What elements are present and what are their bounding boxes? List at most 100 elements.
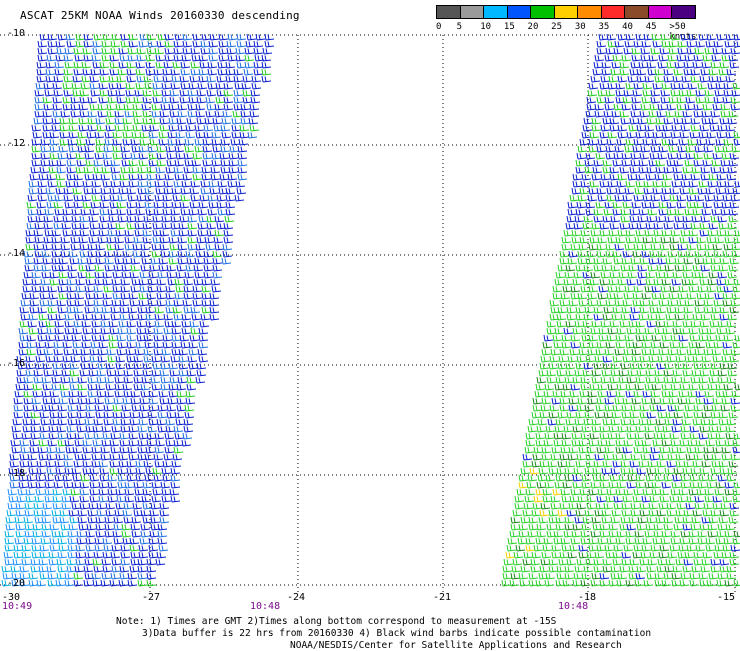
wind-barb [647,558,658,566]
wind-barb [148,271,159,279]
wind-barb [633,40,644,48]
wind-barb [670,82,681,90]
wind-barb [640,551,651,559]
wind-barb [702,509,713,517]
wind-barb [615,537,626,545]
wind-barb [49,131,60,139]
wind-barb [110,572,121,580]
wind-barb [243,68,254,76]
wind-barb [623,348,634,356]
wind-barb [135,201,146,209]
wind-barb [250,96,261,104]
wind-barb [672,271,683,279]
wind-barb [640,103,651,111]
wind-barb [168,117,179,125]
wind-barb [625,229,636,237]
wind-barb [539,565,550,573]
wind-barb [719,362,730,370]
wind-barb [542,544,553,552]
wind-barb [165,166,176,174]
wind-barb [535,439,546,447]
wind-barb [59,509,70,517]
wind-barb [526,481,537,489]
wind-barb [79,369,90,377]
wind-barb [518,523,529,531]
wind-barb [727,362,738,370]
wind-barb [730,96,740,104]
wind-barb [198,201,209,209]
wind-barb [253,68,264,76]
wind-barb [128,40,139,48]
wind-barb [207,82,218,90]
wind-barb [156,159,167,167]
wind-barb [21,544,32,552]
wind-barb [159,502,170,510]
wind-barb [594,103,605,111]
wind-barb [76,530,87,538]
wind-barb [709,369,720,377]
wind-barb [133,355,144,363]
wind-barb [45,61,56,69]
wind-barb [629,362,640,370]
wind-barb [57,418,68,426]
wind-barb [173,299,184,307]
wind-barb [132,110,143,118]
wind-barb [591,222,602,230]
wind-barb [671,376,682,384]
wind-barb [226,47,237,55]
wind-barb [661,383,672,391]
wind-barb [541,453,552,461]
wind-barb [212,250,223,258]
wind-barb [552,488,563,496]
wind-barb [650,96,661,104]
wind-barb [618,369,629,377]
wind-barb [164,40,175,48]
wind-barb [68,376,79,384]
wind-barb [142,89,153,97]
wind-barb [687,138,698,146]
wind-barb [64,313,75,321]
wind-barb [587,194,598,202]
wind-barb [663,68,674,76]
wind-barb [27,460,38,468]
wind-barb [642,488,653,496]
wind-barb [47,579,58,587]
wind-barb [708,516,719,524]
wind-barb [138,278,149,286]
wind-barb [705,544,716,552]
wind-barb [98,481,109,489]
wind-barb [56,159,67,167]
wind-barb [532,397,543,405]
wind-barb [726,418,737,426]
wind-barb [77,257,88,265]
wind-barb [579,138,590,146]
wind-barb [695,96,706,104]
wind-barb [584,404,595,412]
wind-barb [54,334,65,342]
wind-barb [11,572,22,580]
wind-barb [732,439,740,447]
wind-barb [207,61,218,69]
wind-barb [216,75,227,83]
wind-barb [95,411,106,419]
wind-barb [688,236,699,244]
wind-barb [83,579,94,587]
wind-barb [17,467,28,475]
wind-barb [159,243,170,251]
wind-barb [119,299,130,307]
wind-barb [66,425,77,433]
wind-barb [161,89,172,97]
wind-barb [712,446,723,454]
wind-barb [235,180,246,188]
wind-barb [510,516,521,524]
wind-barb [190,68,201,76]
wind-barb [137,572,148,580]
wind-barb [602,362,613,370]
wind-barb [610,369,621,377]
wind-barb [114,376,125,384]
note-line-3: NOAA/NESDIS/Center for Satellite Applica… [290,640,622,651]
wind-barb [209,292,220,300]
wind-barb [154,306,165,314]
wind-barb [589,131,600,139]
wind-barb [231,124,242,132]
